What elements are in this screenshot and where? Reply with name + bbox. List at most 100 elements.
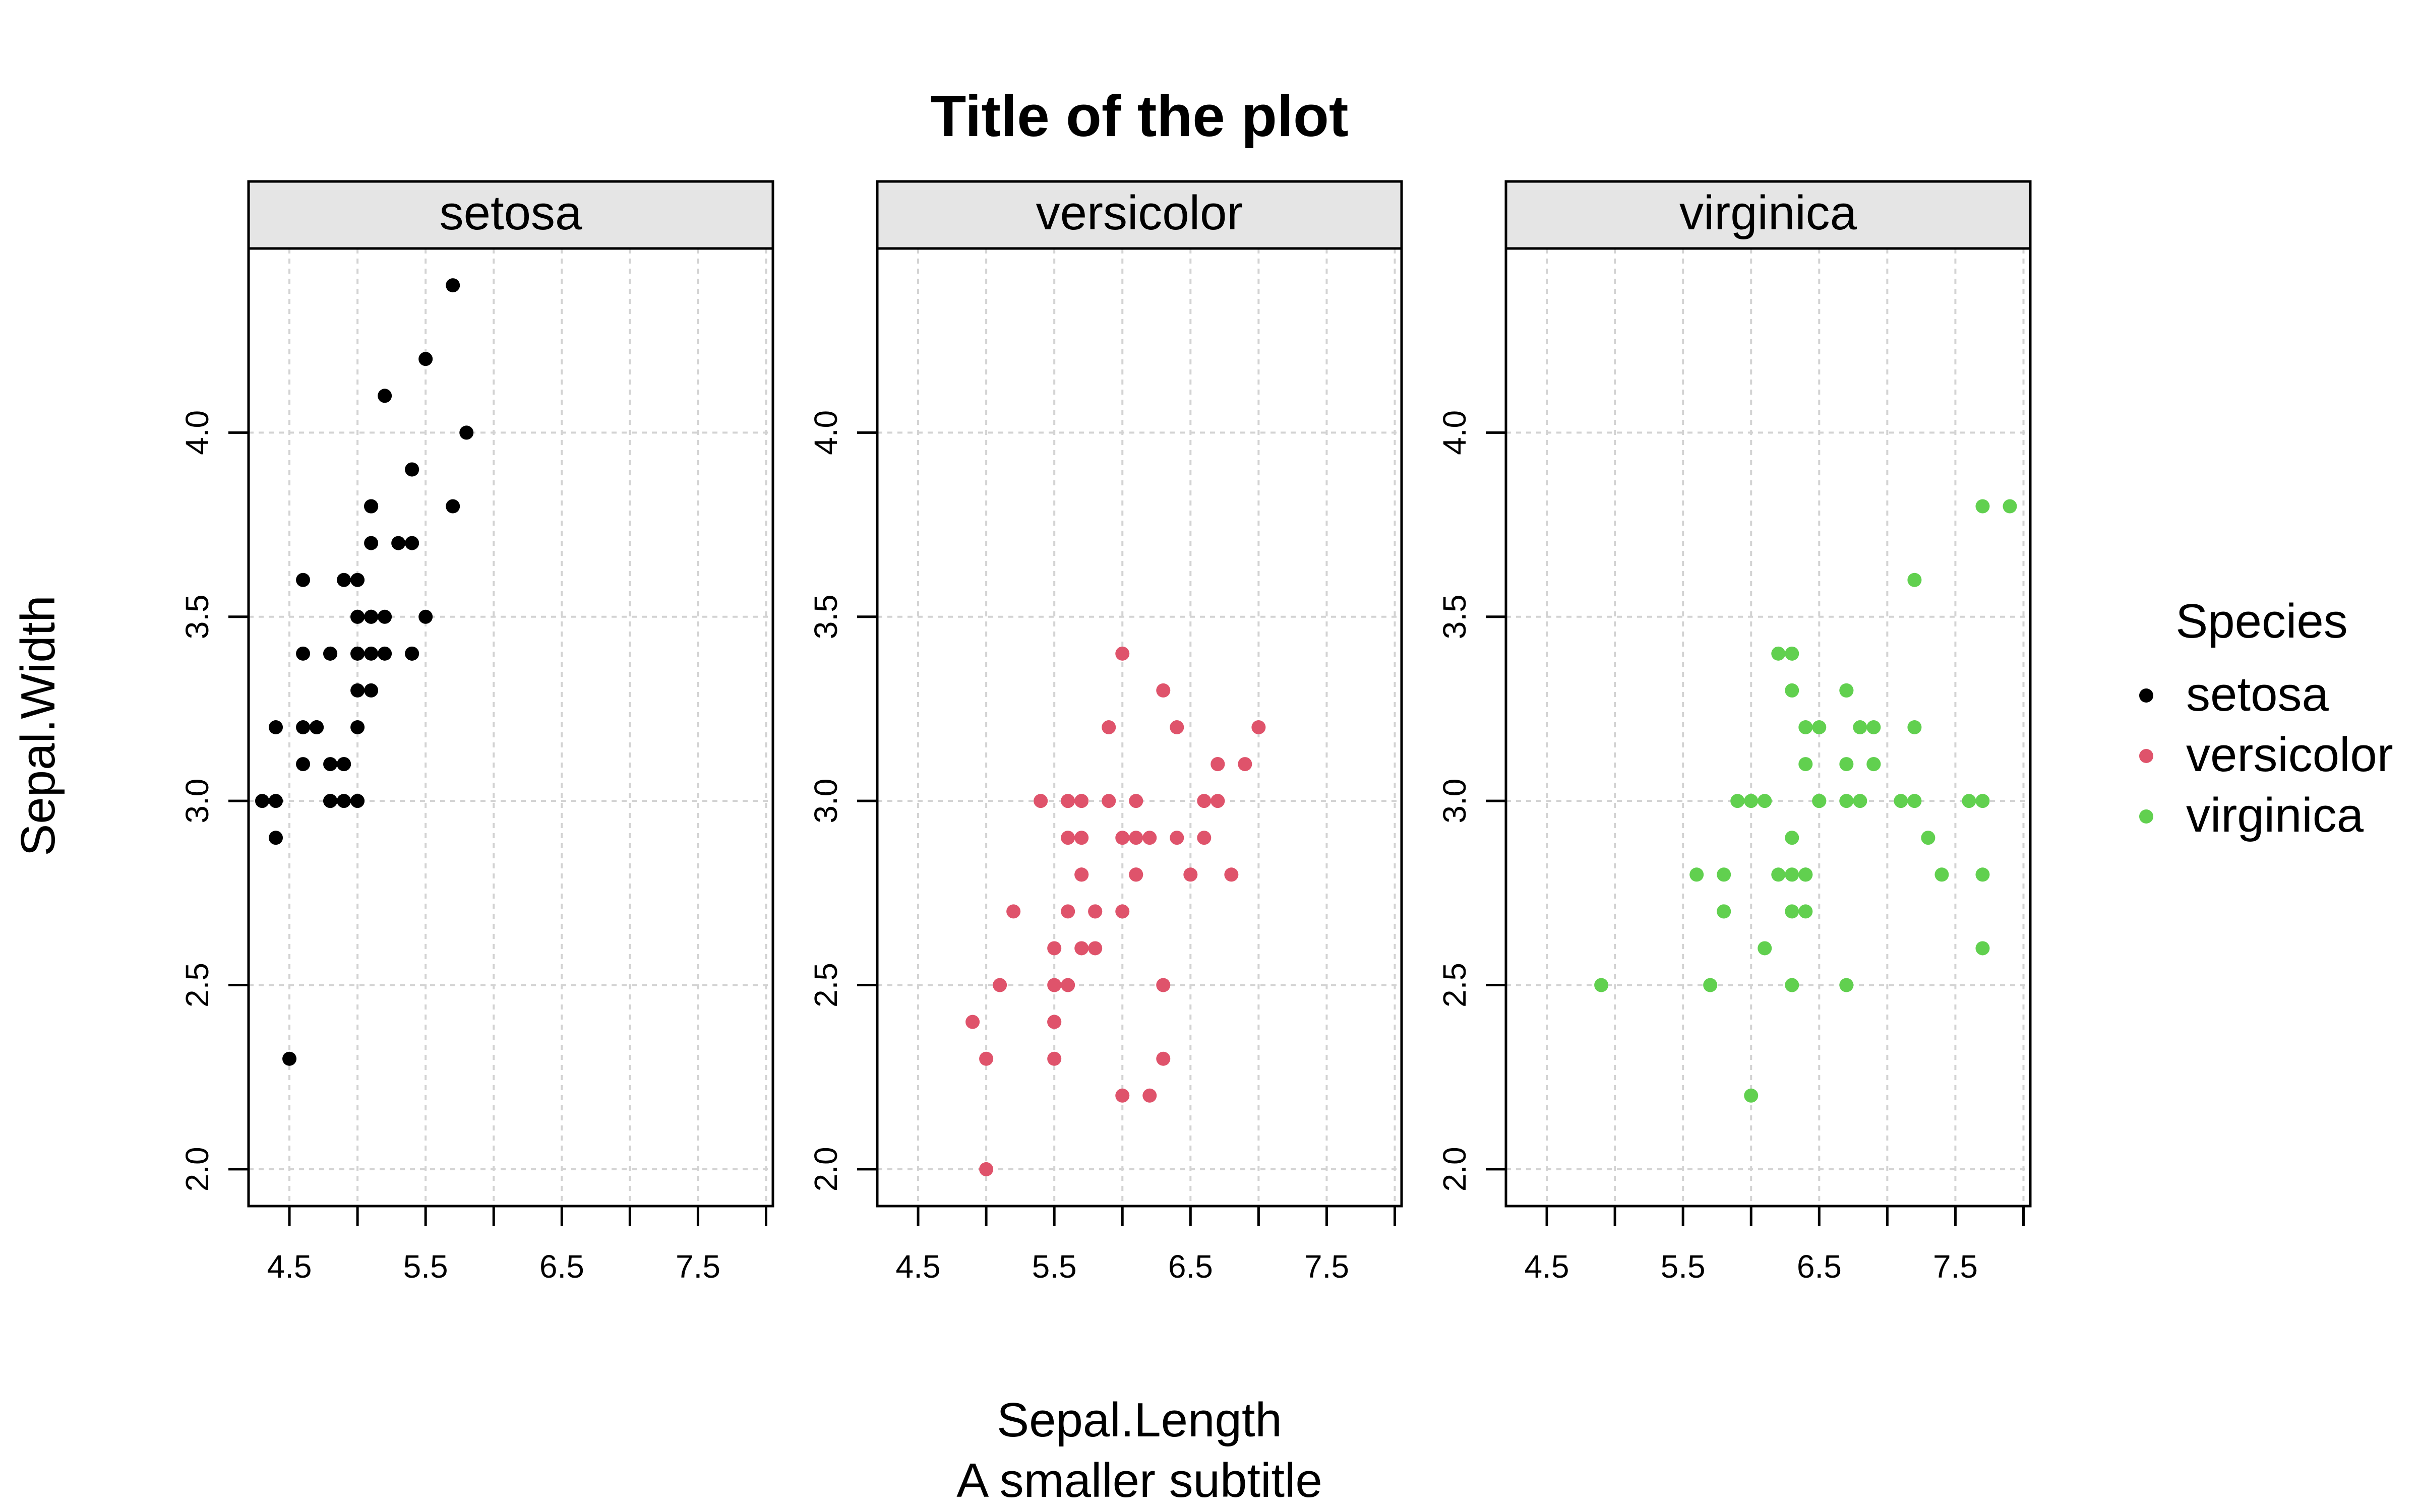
data-point bbox=[1224, 867, 1239, 882]
data-point bbox=[405, 536, 419, 550]
data-point bbox=[255, 794, 270, 808]
data-point bbox=[1975, 867, 1990, 882]
panel-setosa: setosa 4.5 5.5 6.5 7.5 2.0 2.5 3.0 3.5 4.0 bbox=[179, 180, 774, 1285]
data-point bbox=[1785, 683, 1799, 698]
data-point bbox=[1717, 904, 1731, 919]
data-point bbox=[1703, 978, 1718, 992]
data-point bbox=[364, 499, 379, 514]
data-point bbox=[1047, 1051, 1062, 1066]
data-point bbox=[1730, 794, 1745, 808]
x-tick-label: 6.5 bbox=[1168, 1248, 1213, 1285]
data-point bbox=[1839, 794, 1854, 808]
data-point bbox=[1785, 904, 1799, 919]
data-point bbox=[1798, 757, 1813, 772]
data-point bbox=[1102, 794, 1116, 808]
data-point bbox=[1853, 720, 1867, 734]
data-point bbox=[296, 720, 311, 734]
x-tick-label: 6.5 bbox=[539, 1248, 584, 1285]
x-tick-label: 7.5 bbox=[676, 1248, 720, 1285]
data-point bbox=[1061, 904, 1075, 919]
data-point bbox=[1894, 794, 1908, 808]
data-point bbox=[1088, 904, 1103, 919]
data-point bbox=[296, 757, 311, 772]
y-tick-label: 2.5 bbox=[179, 963, 215, 1007]
data-point bbox=[1211, 794, 1225, 808]
data-point bbox=[979, 1162, 994, 1176]
data-point bbox=[1907, 794, 1922, 808]
y-tick-label: 3.5 bbox=[1436, 594, 1473, 639]
data-point bbox=[1921, 831, 1935, 845]
y-axis-label: Sepal.Width bbox=[11, 595, 65, 856]
data-point bbox=[364, 683, 379, 698]
data-point bbox=[1088, 941, 1103, 956]
data-point bbox=[1074, 831, 1089, 845]
y-tick-label: 2.5 bbox=[1436, 963, 1473, 1007]
data-point bbox=[1156, 978, 1171, 992]
data-point bbox=[378, 389, 392, 403]
data-point bbox=[364, 536, 379, 550]
data-point bbox=[1170, 831, 1184, 845]
y-tick-label: 3.5 bbox=[179, 594, 215, 639]
data-point bbox=[1866, 720, 1881, 734]
y-tick-label: 4.0 bbox=[1436, 410, 1473, 455]
x-tick-label: 7.5 bbox=[1304, 1248, 1349, 1285]
data-point bbox=[1129, 867, 1143, 882]
legend-marker bbox=[2139, 749, 2153, 763]
data-point bbox=[323, 646, 338, 661]
data-point bbox=[1785, 646, 1799, 661]
data-point bbox=[269, 831, 283, 845]
data-point bbox=[1812, 720, 1827, 734]
y-tick-label: 2.0 bbox=[808, 1147, 844, 1191]
x-axis-label: Sepal.Length bbox=[997, 1393, 1282, 1447]
data-point bbox=[269, 720, 283, 734]
legend-label: setosa bbox=[2186, 667, 2329, 721]
data-point bbox=[350, 683, 365, 698]
data-point bbox=[1129, 794, 1143, 808]
x-tick-label: 4.5 bbox=[267, 1248, 312, 1285]
strip-header bbox=[247, 180, 774, 250]
data-point bbox=[1785, 978, 1799, 992]
data-point bbox=[418, 352, 433, 366]
legend-marker bbox=[2139, 809, 2153, 824]
data-point bbox=[391, 536, 406, 550]
strip-label: virginica bbox=[1679, 186, 1857, 240]
data-point bbox=[350, 646, 365, 661]
data-point bbox=[1812, 794, 1827, 808]
data-point bbox=[296, 573, 311, 587]
data-point bbox=[1142, 831, 1157, 845]
data-point bbox=[364, 609, 379, 624]
data-point bbox=[1839, 757, 1854, 772]
data-point bbox=[1061, 831, 1075, 845]
data-point bbox=[1907, 720, 1922, 734]
data-point bbox=[1785, 831, 1799, 845]
data-point bbox=[1758, 794, 1772, 808]
strip-label: versicolor bbox=[1036, 186, 1243, 240]
data-point bbox=[1115, 1088, 1130, 1103]
y-tick-label: 2.0 bbox=[1436, 1147, 1473, 1191]
data-point bbox=[1717, 867, 1731, 882]
data-point bbox=[1853, 794, 1867, 808]
data-point bbox=[323, 794, 338, 808]
data-point bbox=[337, 794, 351, 808]
data-point bbox=[1771, 867, 1786, 882]
data-point bbox=[1156, 1051, 1171, 1066]
data-point bbox=[350, 794, 365, 808]
legend: Species setosa versicolor virginica bbox=[2139, 594, 2393, 842]
data-point bbox=[979, 1051, 994, 1066]
data-point bbox=[446, 278, 460, 293]
data-point bbox=[350, 609, 365, 624]
data-point bbox=[1074, 794, 1089, 808]
legend-marker bbox=[2139, 688, 2153, 703]
data-point bbox=[1758, 941, 1772, 956]
data-point bbox=[418, 609, 433, 624]
y-tick-label: 4.0 bbox=[808, 410, 844, 455]
strip-header bbox=[876, 180, 1403, 250]
data-point bbox=[405, 462, 419, 477]
data-point bbox=[378, 609, 392, 624]
x-tick-label: 5.5 bbox=[1661, 1248, 1706, 1285]
data-point bbox=[1798, 720, 1813, 734]
data-point bbox=[965, 1015, 980, 1029]
panel-frame bbox=[1504, 247, 2032, 1208]
data-point bbox=[1771, 646, 1786, 661]
